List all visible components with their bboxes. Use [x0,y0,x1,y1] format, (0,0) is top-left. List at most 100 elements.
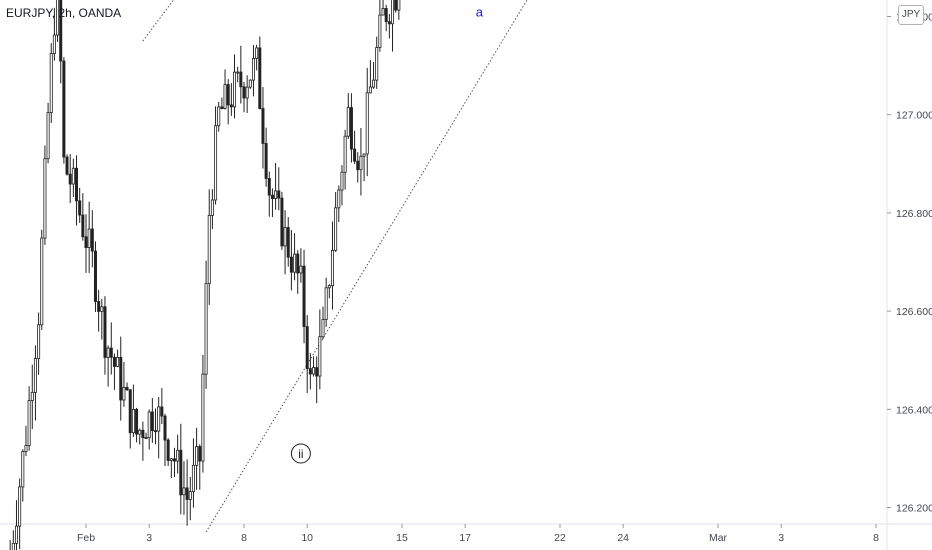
candle-body [372,79,376,88]
candle-body [37,324,41,359]
candle-body [384,8,388,23]
candle-body [337,189,341,209]
candle-body [68,173,72,185]
candle-body [119,357,123,401]
candle-body [109,347,113,358]
y-tick-label: 126.600 [896,306,932,318]
candles-group [9,0,401,550]
candle-body [33,358,37,393]
candle-body [62,60,66,158]
candle-body [330,249,334,287]
y-tick-label: 127.000 [896,110,932,122]
candle-body [274,190,278,199]
candle-body [188,491,192,500]
y-tick-label: 126.400 [896,404,932,416]
candle-body [75,167,79,202]
candle-body [349,107,353,150]
candle-body [11,542,15,550]
candle-body [356,160,360,171]
candle-body [210,199,214,216]
candle-body [46,112,50,160]
y-tick-label: 126.800 [896,208,932,220]
candle-body [87,228,91,248]
candle-body [324,287,328,320]
candle-body [185,487,189,500]
candle-body [198,446,202,462]
x-tick-label: 24 [617,532,629,544]
candle-body [18,486,22,527]
candle-body [387,21,391,25]
candle-body [40,237,44,326]
candle-body [299,265,303,274]
candle-body [312,367,316,375]
candle-body [128,389,132,434]
candle-body [30,391,34,401]
candle-body [368,86,372,94]
candle-body [217,106,221,127]
candle-body [223,84,227,109]
candle-body [163,415,167,441]
candle-body [100,306,104,312]
candle-body [154,430,158,433]
candle-body [270,194,274,199]
candle-body [214,125,218,201]
candle-body [264,143,268,179]
candle-body [343,135,347,173]
candle-body [280,197,284,247]
candle-body [122,387,126,401]
candle-body [378,14,382,48]
candle-body [97,301,101,312]
candle-body [103,306,107,358]
candle-body [296,253,300,274]
candle-body [21,451,25,488]
candle-body [286,227,290,258]
candle-body [43,158,47,239]
candle-body [135,409,139,435]
chart-title: EURJPY, 2h, OANDA [6,6,122,20]
candle-body [315,367,319,377]
candle-body [150,411,154,432]
candle-body [245,86,249,99]
candle-body [318,336,322,377]
candle-body [381,8,385,16]
candle-body [242,86,246,99]
candle-body [56,0,60,36]
candle-body [327,285,331,289]
candle-body [261,108,265,144]
candle-body [365,92,369,155]
candle-body [346,107,350,137]
candle-body [340,171,344,191]
candle-body [160,406,164,417]
candle-body [90,228,94,252]
candle-body [27,400,31,446]
candle-body [204,283,208,375]
candle-body [251,58,255,81]
x-tick-label: 10 [301,532,313,544]
candle-body [220,106,224,109]
candle-body [397,0,401,11]
candle-body [106,347,110,358]
x-tick-label: 15 [396,532,408,544]
candle-body [157,406,161,432]
candle-body [24,445,28,452]
candle-body [391,0,395,25]
candle-body [182,487,186,496]
candle-body [65,156,69,175]
x-tick-label: 3 [778,532,784,544]
currency-button[interactable]: JPY [898,5,924,25]
candle-body [359,155,363,171]
candle-body [195,446,199,466]
candle-body [201,373,205,462]
x-tick-label: 17 [459,532,471,544]
candle-body [255,47,259,59]
candle-body [81,214,85,238]
candle-body [84,236,88,248]
candle-body [14,525,18,544]
candle-body [239,71,243,88]
candle-body [49,53,53,114]
candle-body [236,71,240,74]
candle-body [147,411,151,439]
candle-body [144,437,148,439]
x-tick-label: Mar [709,532,728,544]
